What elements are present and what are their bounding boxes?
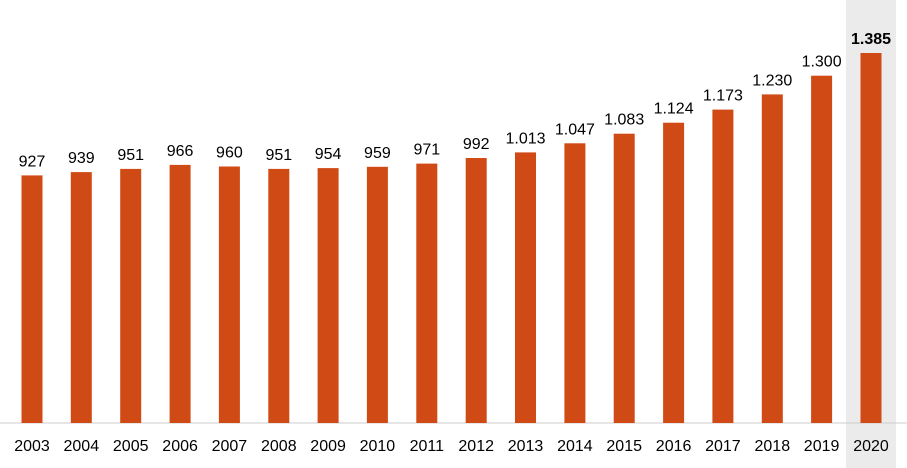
category-label-2019: 2019 — [804, 438, 840, 455]
category-label-2020: 2020 — [853, 438, 889, 455]
category-label-2008: 2008 — [261, 438, 297, 455]
value-label-2019: 1.300 — [802, 54, 842, 71]
value-label-2005: 951 — [117, 147, 144, 164]
category-label-2015: 2015 — [606, 438, 642, 455]
category-label-2012: 2012 — [458, 438, 494, 455]
bar-2018 — [761, 94, 783, 424]
category-label-2007: 2007 — [212, 438, 248, 455]
bar-2013 — [515, 152, 536, 423]
category-label-2013: 2013 — [508, 438, 544, 455]
value-label-2020: 1.385 — [851, 31, 891, 48]
category-label-2017: 2017 — [705, 438, 741, 455]
bar-2017 — [712, 109, 734, 423]
value-label-2006: 966 — [167, 143, 194, 160]
value-label-2007: 960 — [216, 145, 243, 162]
bar-2019 — [811, 75, 833, 423]
bar-2003 — [21, 175, 43, 423]
bar-2015 — [613, 133, 635, 423]
value-label-2016: 1.124 — [654, 101, 694, 118]
value-label-2015: 1.083 — [604, 112, 644, 129]
bar-2011 — [416, 163, 438, 423]
bar-2016 — [663, 122, 685, 423]
bar-2006 — [169, 164, 191, 423]
bar-2007 — [218, 166, 240, 423]
category-label-2009: 2009 — [310, 438, 346, 455]
value-label-2018: 1.230 — [752, 72, 792, 89]
value-label-2013: 1.013 — [505, 130, 545, 147]
value-label-2014: 1.047 — [555, 121, 595, 138]
value-label-2017: 1.173 — [703, 88, 743, 105]
bars-group — [21, 53, 882, 424]
bar-2004 — [70, 172, 92, 423]
value-label-2008: 951 — [265, 147, 292, 164]
category-labels-group: 2003 2004 2005 2006 2007 2008 2009 2010 2011 2012… — [14, 438, 889, 455]
category-label-2011: 2011 — [410, 438, 445, 455]
category-label-2004: 2004 — [64, 438, 100, 455]
bar-2020 — [860, 53, 882, 423]
category-label-2006: 2006 — [162, 438, 198, 455]
bar-2009 — [317, 168, 339, 423]
value-labels-group: 927 939 951 966 960 951 954 959 971 992 1.013 1.047… — [19, 31, 891, 170]
value-label-2009: 954 — [315, 146, 342, 163]
category-label-2016: 2016 — [656, 438, 692, 455]
category-label-2014: 2014 — [557, 438, 593, 455]
category-label-2010: 2010 — [360, 438, 396, 455]
category-label-2005: 2005 — [113, 438, 149, 455]
bar-2008 — [268, 168, 290, 423]
value-label-2012: 992 — [463, 136, 490, 153]
bar-2012 — [465, 158, 487, 423]
value-label-2011: 971 — [413, 142, 440, 159]
value-label-2004: 939 — [68, 150, 95, 167]
bar-2010 — [366, 166, 388, 424]
bar-2014 — [564, 143, 586, 424]
category-label-2018: 2018 — [755, 438, 791, 455]
value-label-2003: 927 — [19, 153, 46, 170]
bar-2005 — [120, 168, 142, 423]
value-label-2010: 959 — [364, 145, 391, 162]
category-label-2003: 2003 — [14, 438, 50, 455]
